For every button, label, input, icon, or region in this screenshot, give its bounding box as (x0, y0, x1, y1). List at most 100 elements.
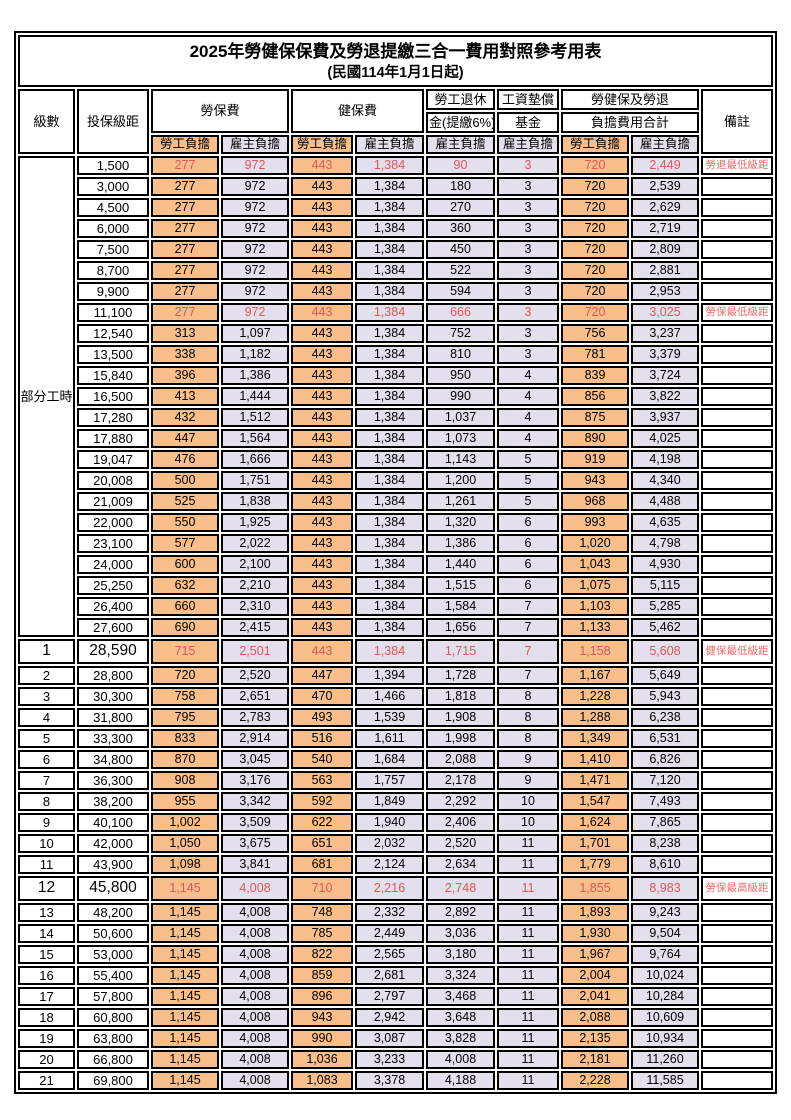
subheader-total-employee: 勞工負擔 (561, 135, 629, 155)
total-employer-cell: 3,937 (631, 408, 699, 428)
salary-bracket-cell: 8,700 (77, 261, 149, 281)
health-insurance-employer-cell: 2,332 (355, 903, 424, 923)
table-row: 16,500 413 1,444 443 1,384 990 4 856 3,8… (18, 387, 773, 407)
total-employer-cell: 5,943 (631, 687, 699, 707)
total-employee-cell: 1,547 (561, 792, 629, 812)
labor-insurance-employer-cell: 972 (221, 261, 289, 281)
table-row: 13 48,200 1,145 4,008 748 2,332 2,892 11… (18, 903, 773, 923)
total-employee-cell: 1,471 (561, 771, 629, 791)
health-insurance-employee-cell: 470 (291, 687, 353, 707)
wage-fund-employer-cell: 10 (497, 792, 559, 812)
total-employee-cell: 1,701 (561, 834, 629, 854)
health-insurance-employer-cell: 1,384 (355, 471, 424, 491)
labor-insurance-employee-cell: 338 (151, 345, 219, 365)
salary-bracket-cell: 12,540 (77, 324, 149, 344)
level-cell: 3 (18, 687, 75, 707)
salary-bracket-cell: 15,840 (77, 366, 149, 386)
level-cell: 11 (18, 855, 75, 875)
pension-employer-cell: 1,200 (426, 471, 495, 491)
salary-bracket-cell: 34,800 (77, 750, 149, 770)
health-insurance-employee-cell: 943 (291, 1008, 353, 1028)
level-cell: 19 (18, 1029, 75, 1049)
health-insurance-employer-cell: 1,384 (355, 177, 424, 197)
pension-employer-cell: 2,178 (426, 771, 495, 791)
salary-bracket-cell: 69,800 (77, 1071, 149, 1091)
pension-employer-cell: 1,440 (426, 555, 495, 575)
table-title-block: 2025年勞健保保費及勞退提繳三合一費用對照參考用表 (民國114年1月1日起) (18, 35, 773, 88)
labor-insurance-employee-cell: 795 (151, 708, 219, 728)
health-insurance-employee-cell: 540 (291, 750, 353, 770)
salary-bracket-cell: 11,100 (77, 303, 149, 323)
table-row: 12 45,800 1,145 4,008 710 2,216 2,748 11… (18, 876, 773, 902)
labor-insurance-employer-cell: 4,008 (221, 1008, 289, 1028)
pension-employer-cell: 1,584 (426, 597, 495, 617)
health-insurance-employer-cell: 1,394 (355, 666, 424, 686)
health-insurance-employer-cell: 1,611 (355, 729, 424, 749)
health-insurance-employer-cell: 1,539 (355, 708, 424, 728)
pension-employer-cell: 90 (426, 156, 495, 176)
health-insurance-employee-cell: 681 (291, 855, 353, 875)
wage-fund-employer-cell: 4 (497, 387, 559, 407)
health-insurance-employer-cell: 2,124 (355, 855, 424, 875)
remark-cell (701, 177, 773, 197)
labor-insurance-employee-cell: 1,002 (151, 813, 219, 833)
total-employee-cell: 1,133 (561, 618, 629, 638)
remark-cell (701, 855, 773, 875)
health-insurance-employee-cell: 1,036 (291, 1050, 353, 1070)
total-employer-cell: 5,649 (631, 666, 699, 686)
total-employee-cell: 2,088 (561, 1008, 629, 1028)
total-employer-cell: 10,284 (631, 987, 699, 1007)
health-insurance-employee-cell: 563 (291, 771, 353, 791)
health-insurance-employee-cell: 710 (291, 876, 353, 902)
total-employee-cell: 1,103 (561, 597, 629, 617)
total-employee-cell: 720 (561, 198, 629, 218)
health-insurance-employee-cell: 443 (291, 534, 353, 554)
table-row: 6 34,800 870 3,045 540 1,684 2,088 9 1,4… (18, 750, 773, 770)
wage-fund-employer-cell: 10 (497, 813, 559, 833)
salary-bracket-cell: 45,800 (77, 876, 149, 902)
health-insurance-employer-cell: 1,384 (355, 450, 424, 470)
wage-fund-employer-cell: 11 (497, 1071, 559, 1091)
labor-insurance-employee-cell: 277 (151, 177, 219, 197)
labor-insurance-employee-cell: 1,145 (151, 876, 219, 902)
wage-fund-employer-cell: 11 (497, 924, 559, 944)
health-insurance-employer-cell: 1,384 (355, 492, 424, 512)
total-employee-cell: 1,288 (561, 708, 629, 728)
health-insurance-employee-cell: 443 (291, 177, 353, 197)
pension-employer-cell: 752 (426, 324, 495, 344)
col-header-wage-fund-line1: 工資墊償 (497, 89, 559, 111)
total-employee-cell: 756 (561, 324, 629, 344)
labor-insurance-employer-cell: 2,651 (221, 687, 289, 707)
total-employee-cell: 839 (561, 366, 629, 386)
pension-employer-cell: 2,088 (426, 750, 495, 770)
salary-bracket-cell: 20,008 (77, 471, 149, 491)
health-insurance-employer-cell: 1,757 (355, 771, 424, 791)
col-header-total-line2: 負擔費用合計 (561, 112, 699, 134)
total-employer-cell: 6,531 (631, 729, 699, 749)
labor-insurance-employee-cell: 715 (151, 639, 219, 665)
pension-employer-cell: 3,036 (426, 924, 495, 944)
total-employee-cell: 875 (561, 408, 629, 428)
salary-bracket-cell: 28,800 (77, 666, 149, 686)
wage-fund-employer-cell: 9 (497, 771, 559, 791)
table-row: 17,880 447 1,564 443 1,384 1,073 4 890 4… (18, 429, 773, 449)
total-employer-cell: 3,379 (631, 345, 699, 365)
pension-employer-cell: 2,748 (426, 876, 495, 902)
level-cell: 9 (18, 813, 75, 833)
salary-bracket-cell: 24,000 (77, 555, 149, 575)
labor-insurance-employee-cell: 447 (151, 429, 219, 449)
wage-fund-employer-cell: 11 (497, 1050, 559, 1070)
health-insurance-employee-cell: 447 (291, 666, 353, 686)
total-employer-cell: 2,629 (631, 198, 699, 218)
wage-fund-employer-cell: 3 (497, 303, 559, 323)
labor-insurance-employee-cell: 277 (151, 303, 219, 323)
labor-insurance-employee-cell: 277 (151, 282, 219, 302)
labor-insurance-employee-cell: 277 (151, 198, 219, 218)
total-employer-cell: 3,724 (631, 366, 699, 386)
total-employer-cell: 6,826 (631, 750, 699, 770)
labor-insurance-employee-cell: 577 (151, 534, 219, 554)
remark-cell (701, 666, 773, 686)
pension-employer-cell: 1,515 (426, 576, 495, 596)
labor-insurance-employer-cell: 2,100 (221, 555, 289, 575)
pension-employer-cell: 360 (426, 219, 495, 239)
